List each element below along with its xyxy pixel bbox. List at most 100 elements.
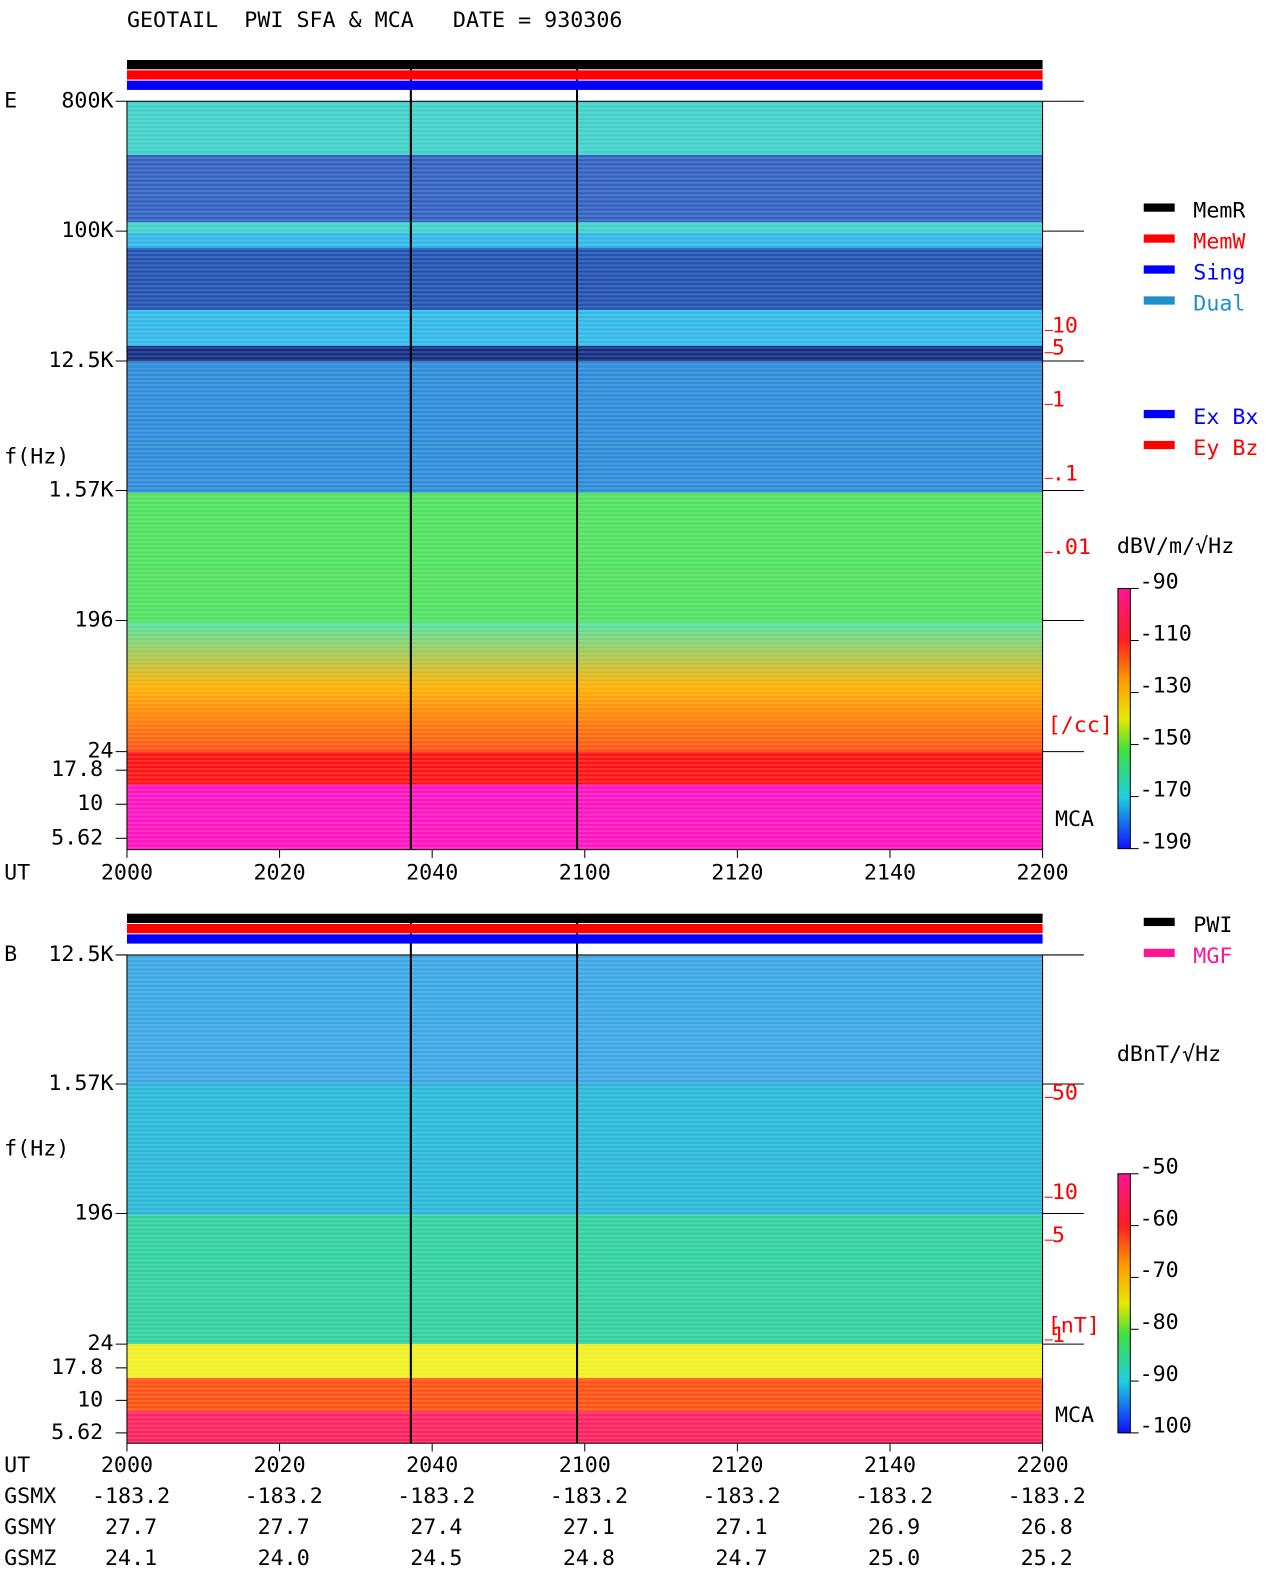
y2-tick-label: 5 (1052, 1223, 1065, 1248)
colorbar-tick-label: -50 (1140, 1155, 1179, 1180)
legend-label: Ex Bx (1193, 405, 1258, 430)
ephemeris-value: 27.7 (258, 1515, 310, 1540)
y-tick-label: 24 (87, 1331, 113, 1356)
y2-tick-label: 5 (1052, 336, 1065, 361)
spectrogram-texture (126, 101, 1043, 850)
colorbar-tick-label: -70 (1140, 1258, 1179, 1283)
ephemeris-value: -183.2 (550, 1484, 628, 1509)
ephemeris-value: 27.1 (563, 1515, 615, 1540)
colorbar-tick-label: -90 (1140, 1362, 1179, 1387)
y2-tick-label: 1 (1052, 1323, 1065, 1348)
y2-tick-label: 1 (1052, 387, 1065, 412)
legend-label: Dual (1193, 292, 1245, 317)
legend-swatch (1143, 203, 1175, 212)
status-bar (126, 80, 1043, 90)
ephemeris-value: 26.9 (868, 1515, 920, 1540)
x-tick-label: 2120 (711, 860, 763, 885)
legend-label: PWI (1193, 913, 1232, 938)
colorbar-tick-label: -60 (1140, 1206, 1179, 1231)
colorbar-tick-label: -110 (1140, 621, 1192, 646)
ephemeris-value: -183.2 (92, 1484, 170, 1509)
mca-tick-label: 10 (77, 1387, 103, 1412)
ephemeris-label: GSMZ (4, 1546, 56, 1571)
ephemeris-value: 25.0 (868, 1546, 920, 1571)
x-tick-label: 2000 (101, 860, 153, 885)
colorbar (1117, 1173, 1131, 1434)
colorbar-tick-label: -170 (1140, 777, 1192, 802)
status-bar (126, 934, 1043, 944)
ephemeris-value: 25.2 (1021, 1546, 1073, 1571)
ephemeris-label: GSMX (4, 1484, 56, 1509)
x-tick-label: 2200 (1017, 1453, 1069, 1478)
ephemeris-value: -183.2 (855, 1484, 933, 1509)
y2-tick-label: .01 (1052, 535, 1091, 560)
x-tick-label: 2100 (559, 860, 611, 885)
colorbar-tick-label: -190 (1140, 829, 1192, 854)
x-tick-label: 2140 (864, 860, 916, 885)
legend-label: MGF (1193, 944, 1232, 969)
legend-swatch (1143, 234, 1175, 243)
y-tick-label: 12.5K (48, 942, 113, 967)
status-bar (126, 70, 1043, 80)
x-tick-label: 2020 (253, 1453, 305, 1478)
x-tick-label: 2100 (559, 1453, 611, 1478)
ephemeris-value: -183.2 (245, 1484, 323, 1509)
x-tick-label: 2140 (864, 1453, 916, 1478)
x-tick-label: 2020 (253, 860, 305, 885)
colorbar-tick-label: -130 (1140, 673, 1192, 698)
ephemeris-value: 24.8 (563, 1546, 615, 1571)
panel-label: E (4, 88, 17, 113)
y-tick-label: 196 (74, 1200, 113, 1225)
legend-swatch (1143, 265, 1175, 274)
ephemeris-value: 24.5 (410, 1546, 462, 1571)
colorbar-label: dBV/m/√Hz (1117, 534, 1234, 559)
colorbar-tick-label: -150 (1140, 725, 1192, 750)
legend-label: Ey Bz (1193, 436, 1258, 461)
ephemeris-value: 24.1 (105, 1546, 157, 1571)
ephemeris-value: 27.1 (715, 1515, 767, 1540)
y-tick-label: 196 (74, 607, 113, 632)
y-tick-label: 1.57K (48, 1071, 113, 1096)
y-tick-label: 1.57K (48, 478, 113, 503)
legend-swatch (1143, 440, 1175, 450)
ephemeris-value: 27.7 (105, 1515, 157, 1540)
y2-tick-label: 10 (1052, 1180, 1078, 1205)
legend-swatch (1143, 948, 1175, 958)
legend-swatch (1143, 296, 1175, 305)
y2-axis-label: [/cc] (1048, 713, 1113, 738)
x-tick-label: 2000 (101, 1453, 153, 1478)
ephemeris-value: 24.0 (258, 1546, 310, 1571)
x-tick-label: 2040 (406, 860, 458, 885)
y2-axis-label: [nT] (1048, 1314, 1100, 1339)
panel-label: B (4, 942, 17, 967)
legend-label: MemW (1193, 230, 1246, 255)
colorbar (1117, 587, 1131, 850)
colorbar-tick-label: -100 (1140, 1414, 1192, 1439)
y-tick-label: 12.5K (48, 348, 113, 373)
colorbar-tick-label: -90 (1140, 569, 1179, 594)
x-tick-label: 2200 (1017, 860, 1069, 885)
y-tick-label: 800K (61, 88, 113, 113)
colorbar-label: dBnT/√Hz (1117, 1042, 1221, 1067)
mca-label: MCA (1055, 1403, 1094, 1428)
status-bar (126, 923, 1043, 934)
ephemeris-value: -183.2 (1008, 1484, 1086, 1509)
y2-tick-label: 50 (1052, 1080, 1078, 1105)
mca-tick-label: 5.62 (51, 1420, 103, 1445)
status-bar (126, 59, 1043, 70)
x-axis-label: UT (4, 1453, 30, 1478)
legend-label: Sing (1193, 261, 1245, 286)
x-tick-label: 2040 (406, 1453, 458, 1478)
legend-label: MemR (1193, 199, 1246, 224)
y2-tick-label: 10 (1052, 313, 1078, 338)
status-bar (126, 913, 1043, 923)
y-axis-label: f(Hz) (4, 444, 69, 469)
legend-swatch (1143, 409, 1175, 419)
page-title: GEOTAIL PWI SFA & MCA DATE = 930306 (127, 8, 622, 33)
ephemeris-value: 26.8 (1021, 1515, 1073, 1540)
y-tick-label: 24 (87, 739, 113, 764)
x-axis-label: UT (4, 860, 30, 885)
y2-tick-label: .1 (1052, 461, 1078, 486)
ephemeris-value: 24.7 (715, 1546, 767, 1571)
